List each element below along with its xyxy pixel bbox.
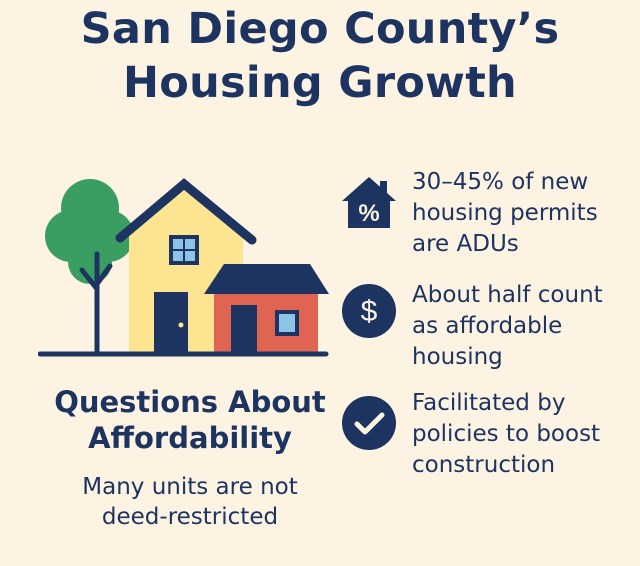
svg-text:$: $	[361, 295, 378, 328]
tree-icon	[45, 179, 134, 357]
fact-text: Facilitated by policies to boost constru…	[412, 388, 632, 481]
fact-line: 30–45% of new	[412, 169, 589, 195]
fact-text: About half count as affordable housing	[412, 280, 632, 373]
svg-text:%: %	[358, 200, 379, 227]
note-line-1: Many units are not	[82, 474, 298, 500]
adu-icon	[204, 264, 329, 354]
fact-line: are ADUs	[412, 231, 519, 257]
house-percent-icon: %	[340, 173, 398, 231]
affordability-heading: Questions About Affordability	[40, 384, 340, 456]
checkmark-circle-icon	[340, 394, 398, 452]
fact-line: policies to boost	[412, 421, 601, 447]
fact-line: as affordable	[412, 313, 563, 339]
fact-line: About half count	[412, 282, 603, 308]
deed-restriction-note: Many units are not deed-restricted	[40, 472, 340, 532]
note-line-2: deed-restricted	[101, 504, 279, 530]
fact-line: housing	[412, 344, 503, 370]
fact-line: housing permits	[412, 200, 598, 226]
fact-line: Facilitated by	[412, 390, 566, 416]
title-line-1: San Diego County’s	[80, 4, 560, 54]
fact-text: 30–45% of new housing permits are ADUs	[412, 167, 632, 260]
heading-line-2: Affordability	[88, 421, 292, 455]
infographic-title: San Diego County’s Housing Growth	[0, 2, 640, 110]
houses-and-tree-icon	[37, 178, 329, 357]
fact-line: construction	[412, 452, 556, 478]
house-adu-illustration	[37, 172, 330, 358]
dollar-circle-icon: $	[340, 282, 398, 340]
heading-line-1: Questions About	[54, 385, 326, 419]
title-line-2: Housing Growth	[123, 58, 517, 108]
